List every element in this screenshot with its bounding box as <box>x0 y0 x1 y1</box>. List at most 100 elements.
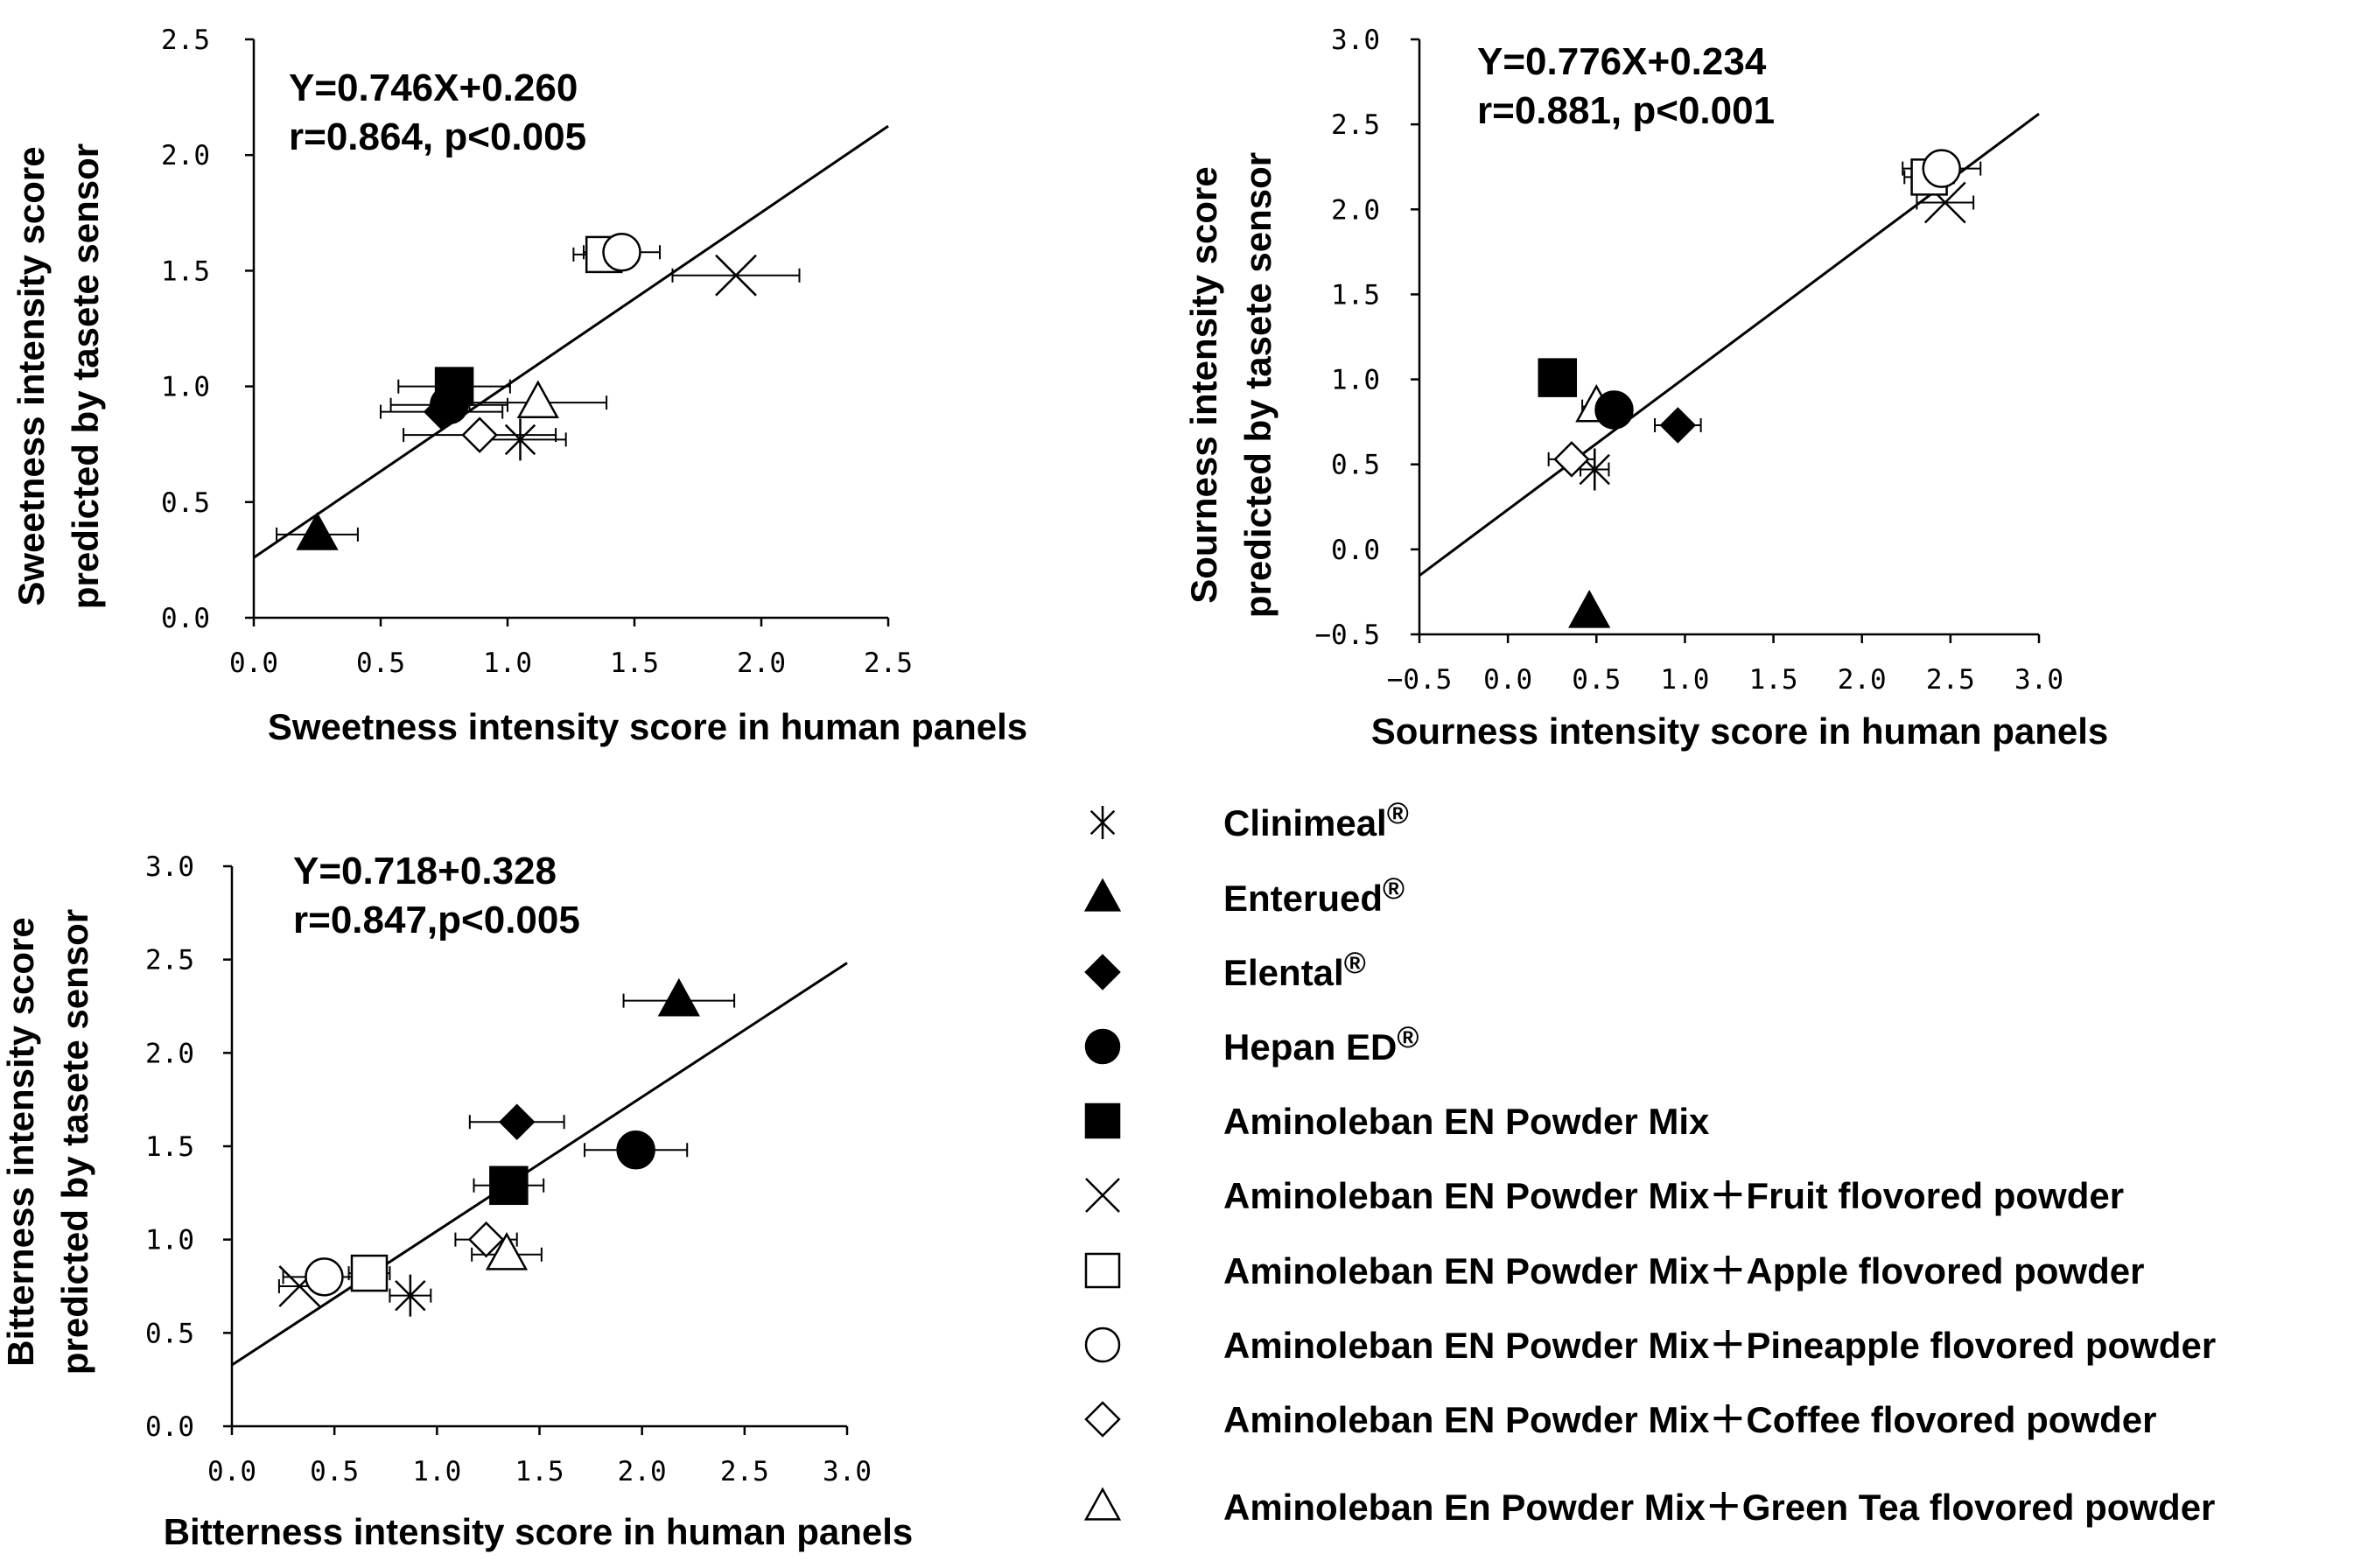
y-tick-label: 3.0 <box>145 851 194 883</box>
y-tick-label: 1.5 <box>161 256 210 287</box>
data-point-diamond-open <box>1553 441 1590 478</box>
x-axis-label: Sourness intensity score in human panels <box>1371 710 2109 752</box>
x-tick-label: 1.5 <box>610 648 659 679</box>
legend-label: Aminoleban EN Powder Mix＋Apple flovored … <box>1223 1250 2144 1292</box>
y-tick-label: 0.5 <box>145 1318 194 1349</box>
x-tick-label: 1.5 <box>1749 664 1798 696</box>
legend-label: Aminoleban En Powder Mix＋Green Tea flovo… <box>1223 1487 2215 1528</box>
bitterness-chart: 0.0 0.5 1.0 1.5 2.0 2.5 3.0 0.0 0.5 1.0 1.5 2.0 2.5 3… <box>0 850 913 1552</box>
sourness-chart: −0.5 0.0 0.5 1.0 1.5 2.0 2.5 3.0 −0.5 0.0 0.5 1.0 1.… <box>1183 24 2108 752</box>
legend-label: Clinimeal® <box>1223 797 1409 844</box>
regression-annotation: r=0.881, p<0.001 <box>1477 89 1775 132</box>
x-tick-label: 0.5 <box>310 1456 359 1488</box>
legend-item: Enterued® <box>1083 872 1405 919</box>
data-point-triangle-filled <box>1568 590 1611 628</box>
y-tick-label: 1.0 <box>1331 365 1380 396</box>
y-tick-label: 2.0 <box>1331 194 1380 226</box>
data-point-square-open <box>350 1254 389 1292</box>
data-point-asterisk <box>395 1274 426 1317</box>
x-tick-label: 0.5 <box>1572 664 1621 696</box>
legend-label: Hepan ED® <box>1223 1021 1419 1068</box>
legend-marker-circle-filled <box>1084 1028 1121 1065</box>
y-tick-label: 2.0 <box>161 140 210 172</box>
data-point-circle-open <box>305 1257 344 1297</box>
data-point-cross <box>715 254 757 297</box>
x-tick-label: 1.0 <box>483 648 532 679</box>
data-point-triangle-filled <box>296 512 339 550</box>
x-tick-label: 0.0 <box>229 648 278 679</box>
x-axis-label: Bitterness intensity score in human pane… <box>164 1511 914 1552</box>
legend: Clinimeal® Enterued® Elental® Hepan ED® Amin… <box>1083 797 2216 1528</box>
data-point-circle-open <box>602 232 641 272</box>
legend-label: Aminoleban EN Powder Mix <box>1223 1101 1710 1142</box>
legend-label: Enterued® <box>1223 872 1405 919</box>
legend-marker-diamond-filled <box>1084 954 1121 990</box>
data-point-square-filled <box>434 367 474 406</box>
legend-label: Aminoleban EN Powder Mix＋Fruit flovored … <box>1223 1175 2124 1216</box>
y-axis-label: predicted by tasete sensor <box>65 144 106 609</box>
y-tick-label: 1.0 <box>145 1225 194 1256</box>
x-tick-label: 1.0 <box>1660 664 1709 696</box>
regression-annotation: Y=0.776X+0.234 <box>1477 40 1767 83</box>
legend-marker-asterisk <box>1089 806 1116 839</box>
data-point-circle-filled <box>1594 390 1634 430</box>
x-tick-label: 2.0 <box>737 648 786 679</box>
y-tick-label: 0.0 <box>1331 535 1380 566</box>
legend-item: Aminoleban EN Powder Mix＋Coffee flovored… <box>1084 1399 2156 1440</box>
y-tick-label: 0.0 <box>145 1411 194 1443</box>
x-tick-label: 2.0 <box>1838 664 1887 696</box>
x-tick-label: 2.5 <box>864 648 913 679</box>
x-tick-label: 2.5 <box>1926 664 1975 696</box>
y-tick-label: −0.5 <box>1314 620 1380 651</box>
legend-item: Hepan ED® <box>1084 1021 1419 1068</box>
y-axis-label: Sweetness intensity score <box>11 146 52 606</box>
y-tick-label: 0.0 <box>161 603 210 634</box>
y-tick-label: 2.5 <box>161 24 210 56</box>
x-tick-label: 3.0 <box>823 1456 872 1488</box>
data-point-diamond-open <box>461 416 498 453</box>
y-tick-label: 2.5 <box>1331 109 1380 141</box>
legend-label: Aminoleban EN Powder Mix＋Coffee flovored… <box>1223 1399 2156 1440</box>
y-tick-label: 2.0 <box>145 1038 194 1069</box>
y-axis-label: predicted by tasete sensor <box>54 909 95 1375</box>
y-tick-label: 1.0 <box>161 372 210 403</box>
legend-item: Aminoleban En Powder Mix＋Green Tea flovo… <box>1083 1487 2215 1528</box>
regression-annotation: Y=0.718+0.328 <box>293 850 557 892</box>
data-point-square-filled <box>1538 358 1578 397</box>
x-tick-label: 0.5 <box>356 648 405 679</box>
data-point-diamond-filled <box>1659 407 1697 444</box>
legend-item: Aminoleban EN Powder Mix＋Fruit flovored … <box>1085 1175 2124 1216</box>
x-axis-label: Sweetness intensity score in human panel… <box>268 706 1027 747</box>
data-point-triangle-open <box>516 380 559 418</box>
data-point-triangle-open <box>485 1232 529 1270</box>
legend-item: Elental® <box>1084 947 1366 993</box>
legend-item: Clinimeal® <box>1089 797 1409 844</box>
legend-item: Aminoleban EN Powder Mix＋Pineapple flovo… <box>1084 1325 2216 1366</box>
regression-annotation: r=0.864, p<0.005 <box>289 116 586 158</box>
sweetness-chart: 0.0 0.5 1.0 1.5 2.0 2.5 0.0 0.5 1.0 1.5 2.0 2.5 Swee… <box>11 24 1027 747</box>
y-axis-label: Bitterness intensity score <box>0 917 41 1367</box>
data-point-diamond-filled <box>498 1103 536 1141</box>
legend-marker-square-filled <box>1084 1102 1121 1139</box>
data-point-diamond-open <box>467 1221 505 1258</box>
regression-line <box>231 962 848 1367</box>
legend-marker-circle-open <box>1084 1326 1121 1363</box>
legend-item: Aminoleban EN Powder Mix＋Apple flovored … <box>1084 1250 2144 1292</box>
legend-marker-triangle-open <box>1083 1487 1122 1521</box>
legend-marker-cross <box>1085 1178 1120 1213</box>
legend-marker-square-open <box>1084 1252 1121 1289</box>
x-tick-label: 3.0 <box>2014 664 2063 696</box>
y-tick-label: 1.5 <box>1331 279 1380 311</box>
y-tick-label: 2.5 <box>145 945 194 976</box>
x-tick-label: −0.5 <box>1387 664 1453 696</box>
y-tick-label: 1.5 <box>145 1131 194 1163</box>
y-axis-label: Sourness intensity score <box>1183 166 1224 604</box>
legend-label: Elental® <box>1223 947 1366 993</box>
x-tick-label: 0.0 <box>1483 664 1532 696</box>
data-point-circle-open <box>1922 149 1961 188</box>
x-tick-label: 1.5 <box>515 1456 564 1488</box>
data-point-asterisk <box>504 418 536 461</box>
data-point-square-filled <box>489 1166 529 1206</box>
regression-annotation: Y=0.746X+0.260 <box>289 66 578 109</box>
regression-annotation: r=0.847,p<0.005 <box>293 899 580 942</box>
